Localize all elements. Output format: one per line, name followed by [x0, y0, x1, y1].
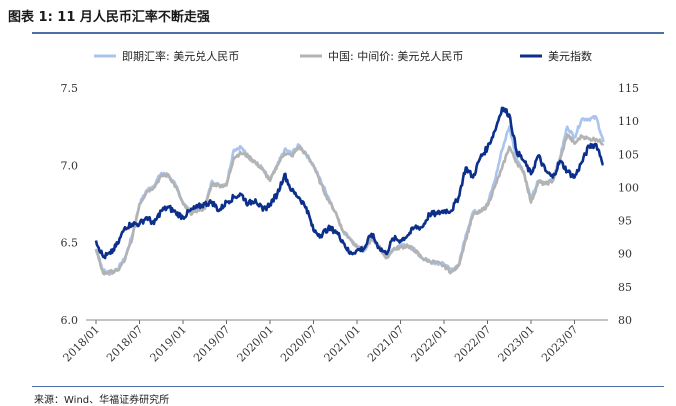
legend-label: 美元指数 — [548, 49, 592, 63]
legend-label: 即期汇率: 美元兑人民币 — [122, 49, 239, 63]
x-tick-label: 2019/01 — [148, 323, 190, 365]
x-tick-label: 2019/07 — [191, 323, 233, 365]
y-left-tick-label: 6.5 — [61, 237, 79, 250]
source-note: 来源：Wind、华福证券研究所 — [34, 395, 170, 406]
legend: 即期汇率: 美元兑人民币 中国: 中间价: 美元兑人民币 美元指数 — [94, 49, 592, 63]
y-left-tick-label: 6.0 — [61, 314, 79, 327]
y-right-tick-label: 110 — [618, 115, 639, 128]
chart-svg: 即期汇率: 美元兑人民币 中国: 中间价: 美元兑人民币 美元指数 6.0 6.5 7.… — [61, 49, 640, 364]
bottom-rule — [32, 386, 664, 387]
y-left-tick-label: 7.5 — [61, 82, 79, 95]
y-right-tick-label: 100 — [618, 181, 639, 194]
x-tick-label: 2018/07 — [104, 323, 146, 365]
series-line-3 — [94, 106, 604, 260]
series-lines — [94, 106, 605, 277]
x-tick-label: 2018/01 — [61, 323, 103, 365]
chart-title: 图表 1: 11 月人民币汇率不断走强 — [8, 10, 210, 25]
y-right-tick-label: 115 — [618, 82, 639, 95]
x-tick-label: 2021/01 — [322, 323, 364, 365]
x-tick-label: 2022/01 — [409, 323, 451, 365]
x-tick-label: 2023/01 — [496, 323, 538, 365]
x-tick-label: 2022/07 — [452, 323, 494, 365]
y-left-tick-label: 7.0 — [61, 159, 79, 172]
y-right-tick-label: 105 — [618, 148, 639, 161]
y-right-tick-label: 95 — [618, 215, 632, 228]
series-line-2 — [94, 133, 605, 276]
y-right-tick-label: 90 — [618, 248, 632, 261]
y-right-tick-label: 85 — [618, 281, 632, 294]
x-tick-label: 2023/07 — [539, 323, 581, 365]
x-tick-label: 2020/01 — [235, 323, 277, 365]
y-right-tick-label: 80 — [618, 314, 632, 327]
x-tick-label: 2020/07 — [278, 323, 320, 365]
legend-label: 中国: 中间价: 美元兑人民币 — [328, 49, 463, 63]
x-tick-label: 2021/07 — [365, 323, 407, 365]
top-rule — [32, 32, 664, 34]
